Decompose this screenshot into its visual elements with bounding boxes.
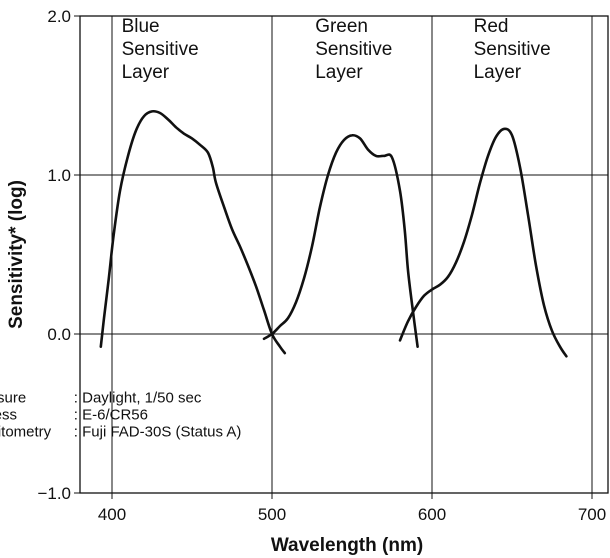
annotation-value: : E-6/CR56 [74, 406, 148, 423]
x-tick-label: 600 [418, 505, 446, 524]
exposure-annotation: Exposure : Daylight, 1/50 sec Process : E-6… [0, 389, 241, 440]
red-layer-label: Red Sensitive Layer [474, 16, 551, 83]
annotation-label: Densitometry [0, 423, 52, 440]
annotation-label: Process [0, 406, 17, 423]
red-sensitivity-curve [398, 127, 568, 358]
annotation-value: : Fuji FAD-30S (Status A) [74, 423, 242, 440]
blue-sensitivity-curve [99, 109, 287, 355]
plot-frame [79, 15, 609, 494]
y-axis-title: Sensitivity* (log) [6, 180, 27, 329]
y-tick-label: −1.0 [37, 484, 71, 503]
x-tick-label: 400 [98, 505, 126, 524]
region-labels: Blue Sensitive Layer Green Sensitive Layer Red… [122, 16, 551, 83]
tick-labels: 400 500 600 700 2.0 1.0 0.0 −1.0 [37, 7, 606, 524]
green-layer-label: Green Sensitive Layer [315, 16, 392, 83]
annotation-value: : Daylight, 1/50 sec [74, 389, 202, 406]
y-tick-label: 2.0 [47, 7, 71, 26]
sensitivity-curves [99, 109, 568, 358]
x-axis-title: Wavelength (nm) [271, 535, 423, 556]
gridlines [80, 16, 608, 493]
green-sensitivity-curve [262, 133, 419, 348]
x-tick-label: 500 [258, 505, 286, 524]
annotation-label: Exposure [0, 389, 26, 406]
y-tick-label: 1.0 [47, 166, 71, 185]
x-tick-label: 700 [578, 505, 606, 524]
blue-layer-label: Blue Sensitive Layer [122, 16, 199, 83]
y-tick-label: 0.0 [47, 325, 71, 344]
